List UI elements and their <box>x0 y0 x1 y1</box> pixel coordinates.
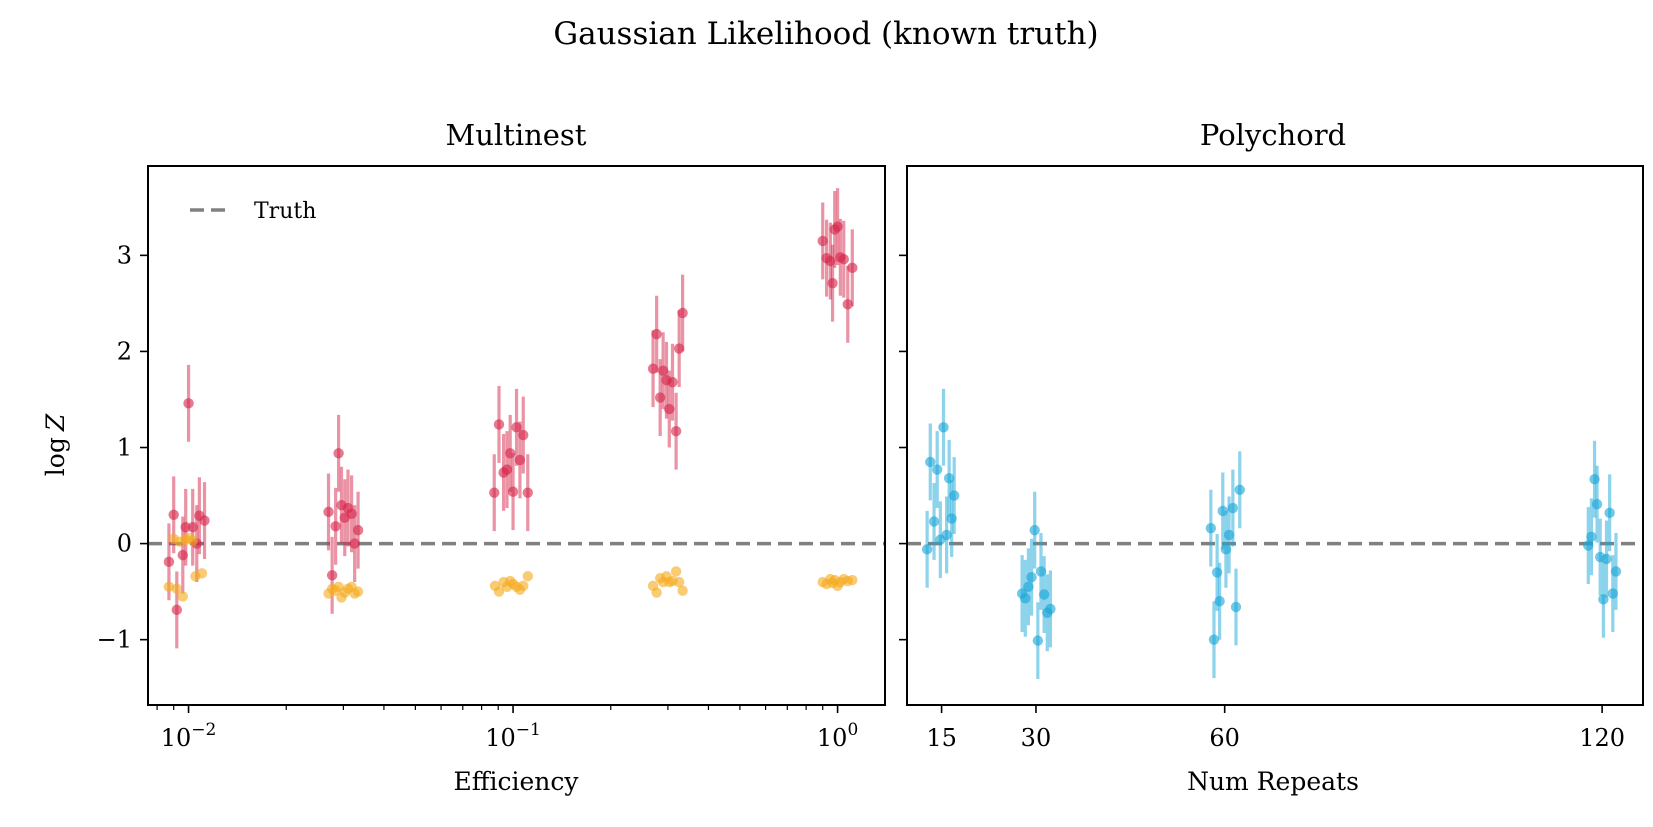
multinest-series-1-point <box>196 568 208 579</box>
polychord-series-0-point <box>1601 553 1612 565</box>
multinest-ytick-label: −1 <box>97 626 132 654</box>
polychord-series-0-point <box>948 490 960 501</box>
polychord-panel: Polychord 15 30 60 120 Num Repeats <box>899 118 1644 796</box>
multinest-series-0-point <box>842 299 853 310</box>
multinest-xlabel: Efficiency <box>453 767 579 796</box>
multinest-series-0-point <box>199 515 210 526</box>
multinest-series-1-point <box>171 583 182 594</box>
multinest-x-ticks: 10−2 10−1 100 <box>156 705 858 752</box>
polychord-series-0-point <box>1227 502 1239 514</box>
multinest-series-1-point <box>673 576 685 588</box>
polychord-series-0-point <box>1029 524 1040 536</box>
multinest-series-0-point <box>352 524 364 536</box>
multinest-series-0-point <box>677 307 688 319</box>
polychord-y-ticks <box>899 254 907 641</box>
multinest-axes-frame <box>147 165 886 706</box>
multinest-series-1-point <box>163 581 175 593</box>
multinest-series-1-point <box>493 586 505 597</box>
polychord-xtick-label: 120 <box>1579 724 1625 752</box>
multinest-xtick-label: 100 <box>817 720 858 752</box>
multinest-xtick-label: 10−1 <box>485 720 541 752</box>
multinest-series-0-point <box>670 425 682 437</box>
multinest-series-0-point <box>330 521 341 532</box>
polychord-series-0-point <box>1026 572 1037 583</box>
multinest-series-0-point <box>522 487 533 498</box>
polychord-x-ticks: 15 30 60 120 <box>926 705 1625 752</box>
multinest-series-0-point <box>827 278 838 289</box>
multinest-plot-area <box>147 165 886 706</box>
multinest-marks <box>148 188 885 649</box>
multinest-series-0-point <box>183 398 194 409</box>
polychord-xtick-label: 60 <box>1209 724 1240 752</box>
multinest-title: Multinest <box>446 118 587 152</box>
polychord-series-0-point <box>1045 603 1056 615</box>
polychord-series-0-point <box>925 456 936 468</box>
multinest-series-1-point <box>352 586 364 597</box>
polychord-xtick-label: 30 <box>1021 724 1052 752</box>
polychord-series-0-point <box>1205 523 1217 534</box>
multinest-series-1-point <box>518 580 529 592</box>
multinest-ytick-label: 2 <box>117 337 132 365</box>
polychord-series-0-point <box>1208 634 1220 645</box>
legend-truth-label: Truth <box>254 199 316 224</box>
multinest-series-0-point <box>326 570 338 581</box>
multinest-xtick-label: 10−2 <box>161 720 217 752</box>
polychord-series-0-point <box>1214 596 1225 607</box>
multinest-series-0-point <box>493 419 505 430</box>
multinest-series-0-point <box>489 487 500 498</box>
multinest-series-0-point <box>518 429 529 441</box>
polychord-xtick-label: 15 <box>926 724 957 752</box>
multinest-series-1-point <box>522 571 533 582</box>
multinest-series-0-point <box>171 604 182 616</box>
multinest-ytick-label: 1 <box>117 434 132 462</box>
y-axis-label: logZ <box>41 413 70 476</box>
polychord-series-0-point <box>1604 507 1615 519</box>
polychord-series-0-point <box>931 464 943 475</box>
multinest-series-0-point <box>651 328 662 340</box>
multinest-series-1-point <box>177 591 188 602</box>
multinest-y-ticks: −1 0 1 2 3 <box>97 241 148 654</box>
polychord-plot-area <box>906 165 1644 706</box>
polychord-series-0-point <box>1586 531 1597 543</box>
multinest-series-0-point <box>168 509 179 520</box>
multinest-series-0-point <box>333 448 344 459</box>
multinest-series-0-point <box>507 486 519 497</box>
multinest-series-0-point <box>667 376 678 388</box>
polychord-series-0-point <box>921 544 933 555</box>
multinest-series-0-point <box>847 262 858 274</box>
polychord-series-0-point <box>1230 601 1242 613</box>
polychord-series-0-point <box>928 516 940 527</box>
multinest-ytick-label: 3 <box>117 241 132 269</box>
polychord-series-0-point <box>1234 484 1245 495</box>
polychord-series-0-point <box>1591 498 1603 510</box>
multinest-series-1-point <box>651 587 662 598</box>
multinest-series-1-point <box>670 566 682 577</box>
multinest-series-0-point <box>323 506 334 518</box>
multinest-series-1-point <box>187 535 198 546</box>
polychord-series-0-point <box>941 529 952 541</box>
polychord-series-0-point <box>938 422 949 433</box>
polychord-title: Polychord <box>1200 118 1346 152</box>
multinest-series-0-point <box>163 556 175 568</box>
polychord-series-0-point <box>1610 566 1622 577</box>
polychord-series-0-point <box>1032 635 1044 646</box>
multinest-ytick-label: 0 <box>117 530 132 558</box>
multinest-panel: Multinest Truth 10−2 10−1 100 −1 0 1 2 3 Effic… <box>41 118 886 796</box>
legend: Truth <box>190 199 316 224</box>
polychord-marks <box>907 388 1643 680</box>
figure-suptitle: Gaussian Likelihood (known truth) <box>553 16 1098 52</box>
polychord-axes-frame <box>906 165 1644 706</box>
multinest-series-1-point <box>847 574 858 586</box>
polychord-xlabel: Num Repeats <box>1187 767 1359 796</box>
multinest-series-1-point <box>677 585 688 596</box>
multinest-series-0-point <box>838 253 849 265</box>
